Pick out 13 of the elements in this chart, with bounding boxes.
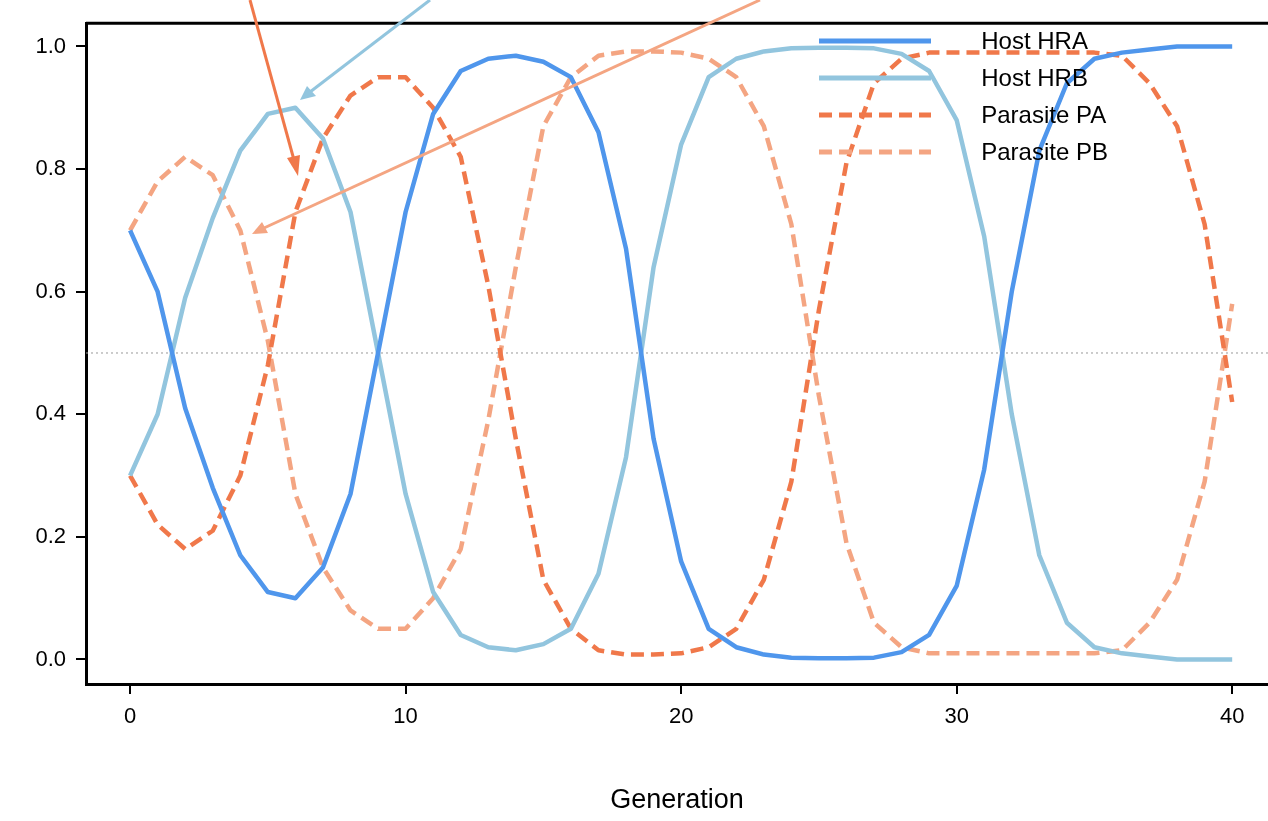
x-tick-label: 40 — [1219, 703, 1245, 729]
x-tick-label: 0 — [123, 703, 137, 729]
y-tick-label: 0.8 — [35, 155, 66, 181]
x-tick-label: 10 — [393, 703, 418, 729]
y-tick-label: 0.0 — [35, 645, 66, 671]
x-axis-title: Generation — [610, 784, 744, 815]
y-tick-label: 1.0 — [35, 32, 66, 58]
y-tick-label: 0.4 — [35, 400, 66, 426]
x-tick-label: 20 — [668, 703, 694, 729]
y-tick-label: 0.6 — [35, 277, 66, 303]
x-tick-label: 30 — [944, 703, 969, 729]
y-tick-label: 0.2 — [35, 522, 66, 548]
legend-label: Host HRA — [981, 26, 1088, 56]
